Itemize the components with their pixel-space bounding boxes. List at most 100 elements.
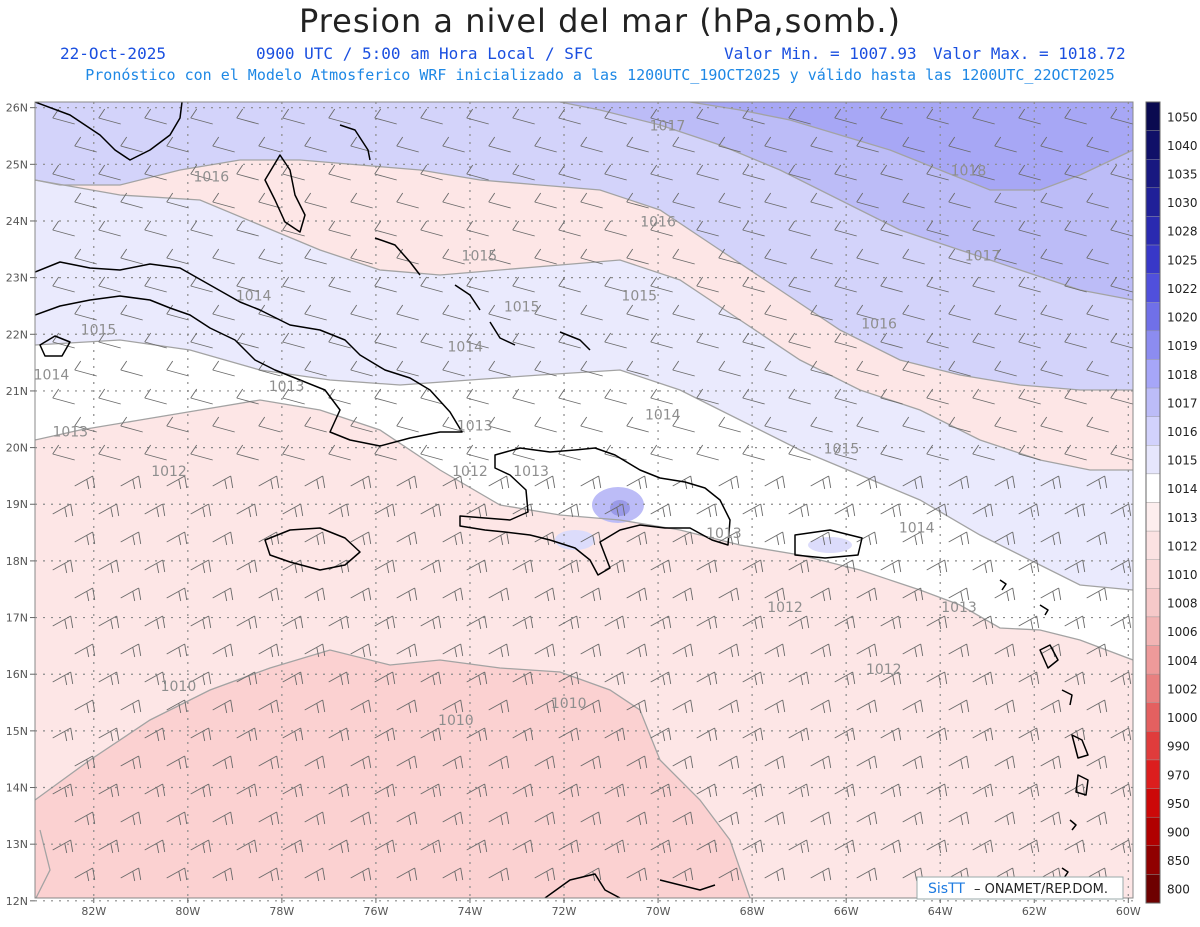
wind-barb <box>558 444 581 461</box>
isobar-label: 1015 <box>81 322 117 338</box>
wind-barb <box>580 811 602 826</box>
wind-barb <box>512 783 534 798</box>
wind-barb <box>466 164 489 181</box>
wind-barb <box>166 248 189 265</box>
wind-barb <box>1040 811 1062 826</box>
low-pressure-center <box>610 500 630 516</box>
wind-barb <box>258 587 280 602</box>
wind-barb <box>742 332 765 349</box>
wind-barb <box>166 643 188 658</box>
wind-barb <box>856 192 879 209</box>
lon-tick-label: 64W <box>928 905 953 918</box>
wind-barb <box>834 164 857 181</box>
wind-barb <box>926 444 949 461</box>
wind-barb <box>558 276 581 293</box>
wind-barb <box>304 867 326 882</box>
wind-barb <box>258 248 281 265</box>
wind-barb <box>98 559 120 574</box>
wind-barb <box>626 248 649 265</box>
wind-barb <box>98 615 120 630</box>
colorbar-label: 1008 <box>1167 597 1198 611</box>
wind-barb <box>764 416 787 433</box>
wind-barb <box>52 727 74 742</box>
wind-barb <box>466 108 489 125</box>
isobar-label: 1012 <box>767 600 803 616</box>
wind-barb <box>396 136 419 153</box>
colorbar-swatch <box>1145 759 1161 789</box>
wind-barb <box>74 755 96 770</box>
wind-barb <box>420 444 443 461</box>
wind-barb <box>558 615 580 630</box>
wind-barb <box>488 699 510 714</box>
wind-barb <box>420 727 442 742</box>
wind-barb <box>834 276 857 293</box>
lat-tick-label: 22N <box>6 328 28 341</box>
wind-barb <box>948 248 971 265</box>
wind-barb <box>926 503 948 518</box>
wind-barb <box>972 559 994 574</box>
wind-barb <box>534 755 556 770</box>
wind-barb <box>650 503 672 518</box>
wind-barb <box>650 164 673 181</box>
wind-barb <box>742 388 765 405</box>
colorbar-swatch <box>1145 445 1161 475</box>
colorbar-label: 850 <box>1167 854 1190 868</box>
wind-barb <box>972 388 995 405</box>
wind-barb <box>926 615 948 630</box>
wind-barb <box>304 755 326 770</box>
min-value-label: Valor Min. = 1007.93 <box>724 44 917 63</box>
wind-barb <box>718 755 740 770</box>
lesser-antilles <box>999 579 1007 591</box>
wind-barb <box>350 360 373 377</box>
wind-barb <box>98 164 121 181</box>
wind-barb <box>718 475 740 490</box>
florida-coast <box>35 102 183 161</box>
isobar-label: 1012 <box>866 662 902 678</box>
wind-barb <box>466 503 488 518</box>
wind-barb <box>972 108 995 125</box>
wind-barb <box>718 136 741 153</box>
colorbar-label: 1022 <box>1167 282 1198 296</box>
wind-barb <box>948 304 971 321</box>
lat-tick-label: 21N <box>6 385 28 398</box>
isobar-label: 1013 <box>941 600 977 616</box>
wind-barb <box>902 531 924 546</box>
wind-barb <box>120 587 142 602</box>
wind-barb <box>396 643 418 658</box>
wind-barb <box>926 783 948 798</box>
wind-barb <box>190 108 213 125</box>
wind-barb <box>258 192 281 209</box>
wind-barb <box>74 475 96 490</box>
wind-barb <box>994 643 1016 658</box>
wind-barb <box>304 531 326 546</box>
wind-barb <box>696 164 719 181</box>
wind-barb <box>396 304 419 321</box>
wind-barb <box>1018 444 1041 461</box>
lon-tick-label: 74W <box>458 905 483 918</box>
wind-barb <box>626 811 648 826</box>
wind-barb <box>350 643 372 658</box>
wind-barb <box>304 475 326 490</box>
colorbar-label: 1040 <box>1167 139 1198 153</box>
wind-barb <box>374 839 396 854</box>
wind-barb <box>282 220 305 237</box>
wind-barb <box>1064 164 1087 181</box>
wind-barb <box>304 136 327 153</box>
wind-barb <box>764 587 786 602</box>
colorbar-label: 1015 <box>1167 454 1198 468</box>
wind-barb <box>558 108 581 125</box>
wind-barb <box>626 699 648 714</box>
wind-barb <box>696 559 718 574</box>
wind-barb <box>258 360 281 377</box>
wind-barb <box>788 559 810 574</box>
wind-barb <box>304 643 326 658</box>
wind-barb <box>742 839 764 854</box>
wind-barb <box>626 304 649 321</box>
colorbar-swatch <box>1145 473 1161 503</box>
wind-barb <box>466 727 488 742</box>
isobar-label: 1012 <box>151 464 187 480</box>
wind-barb <box>512 727 534 742</box>
wind-barb <box>580 475 602 490</box>
wind-barb <box>374 671 396 686</box>
colorbar-swatch <box>1145 359 1161 389</box>
